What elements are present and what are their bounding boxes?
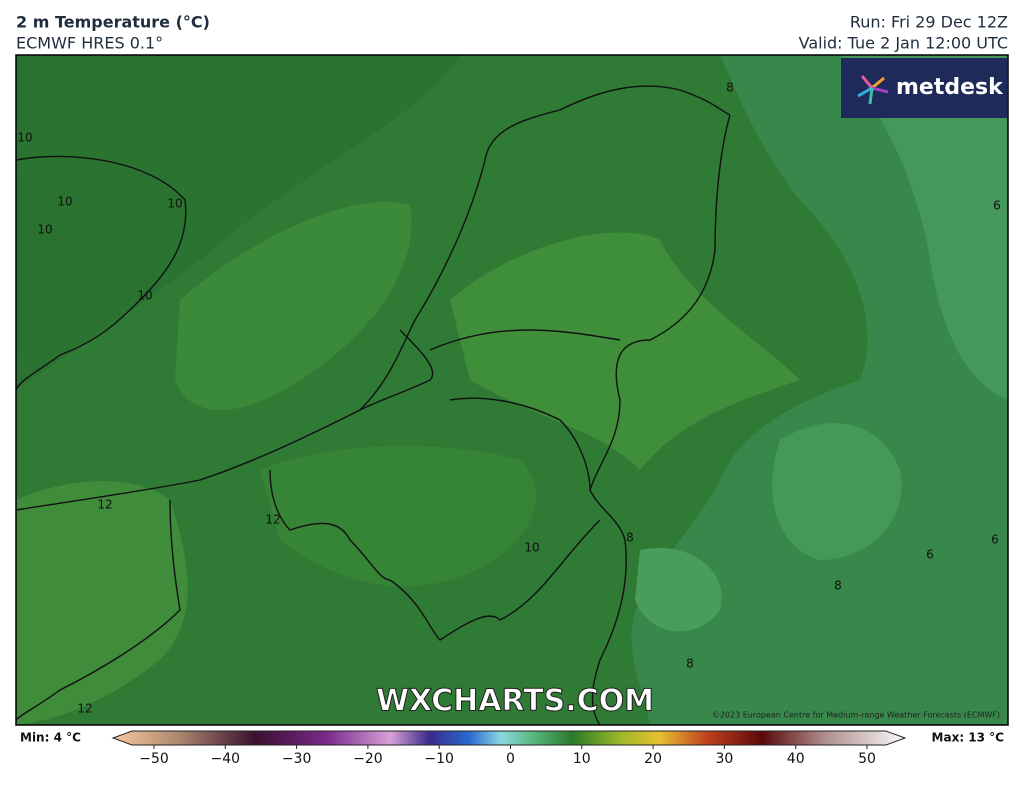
contour-area [16,55,460,390]
colorbar-tick-label: 30 [715,751,733,767]
colorbar-scale [111,730,907,746]
contour-label: 6 [926,548,934,562]
colorbar-tick-label: 50 [858,751,876,767]
colorbar-tick-label: 40 [787,751,805,767]
colorbar-tick-label: 0 [506,751,515,767]
contour-area [772,423,902,560]
contour-label: 10 [37,223,52,237]
colorbar-tick-label: −20 [353,751,383,767]
contour-labels: 10 10 10 10 10 12 12 10 12 8 6 6 6 8 8 8 [17,81,1000,716]
colorbar-tick-label: −30 [282,751,312,767]
contour-area [631,55,1008,725]
contour-label: 10 [17,131,32,145]
contour-label: 10 [57,195,72,209]
map-frame [15,54,1009,726]
contour-label: 10 [137,289,152,303]
contour-label: 8 [726,81,734,95]
valid-time: Valid: Tue 2 Jan 12:00 UTC [799,34,1008,53]
colorbar-tick-label: 10 [573,751,591,767]
logo-icon [857,75,889,105]
logo-box [841,58,1007,118]
contour-label: 10 [524,541,539,555]
contour-area [260,446,536,587]
contour-area [635,548,722,632]
max-label: Max: 13 °C [932,731,1005,745]
colorbar-tick-label: −10 [424,751,454,767]
land-area [16,55,186,360]
min-label: Min: 4 °C [20,731,81,745]
contour-label: 8 [686,657,694,671]
colorbar-tick-label: 20 [644,751,662,767]
contour-label: 12 [97,498,112,512]
contour-label: 6 [993,199,1001,213]
contour-label: 12 [265,513,280,527]
contour-label: 12 [77,702,92,716]
coastlines [16,85,731,725]
title: 2 m Temperature (°C) [16,13,210,32]
contour-label: 10 [167,197,182,211]
contour-area [16,481,188,725]
watermark: WXCHARTS.COM [376,684,654,719]
contour-area [840,55,1008,400]
contour-label: 8 [626,531,634,545]
contour-area [175,201,412,410]
contour-label: 8 [834,579,842,593]
logo-text: metdesk [896,75,1004,100]
subtitle: ECMWF HRES 0.1° [16,34,163,53]
copyright: ©2023 European Centre for Medium-range W… [712,711,1000,720]
run-time: Run: Fri 29 Dec 12Z [850,13,1008,32]
contour-label: 6 [991,533,999,547]
colorbar-tick-label: −50 [139,751,169,767]
colorbar-tick-label: −40 [211,751,241,767]
map [16,55,1008,725]
colorbar: −50 −40 −30 −20 −10 0 10 20 30 40 50 [111,730,907,767]
